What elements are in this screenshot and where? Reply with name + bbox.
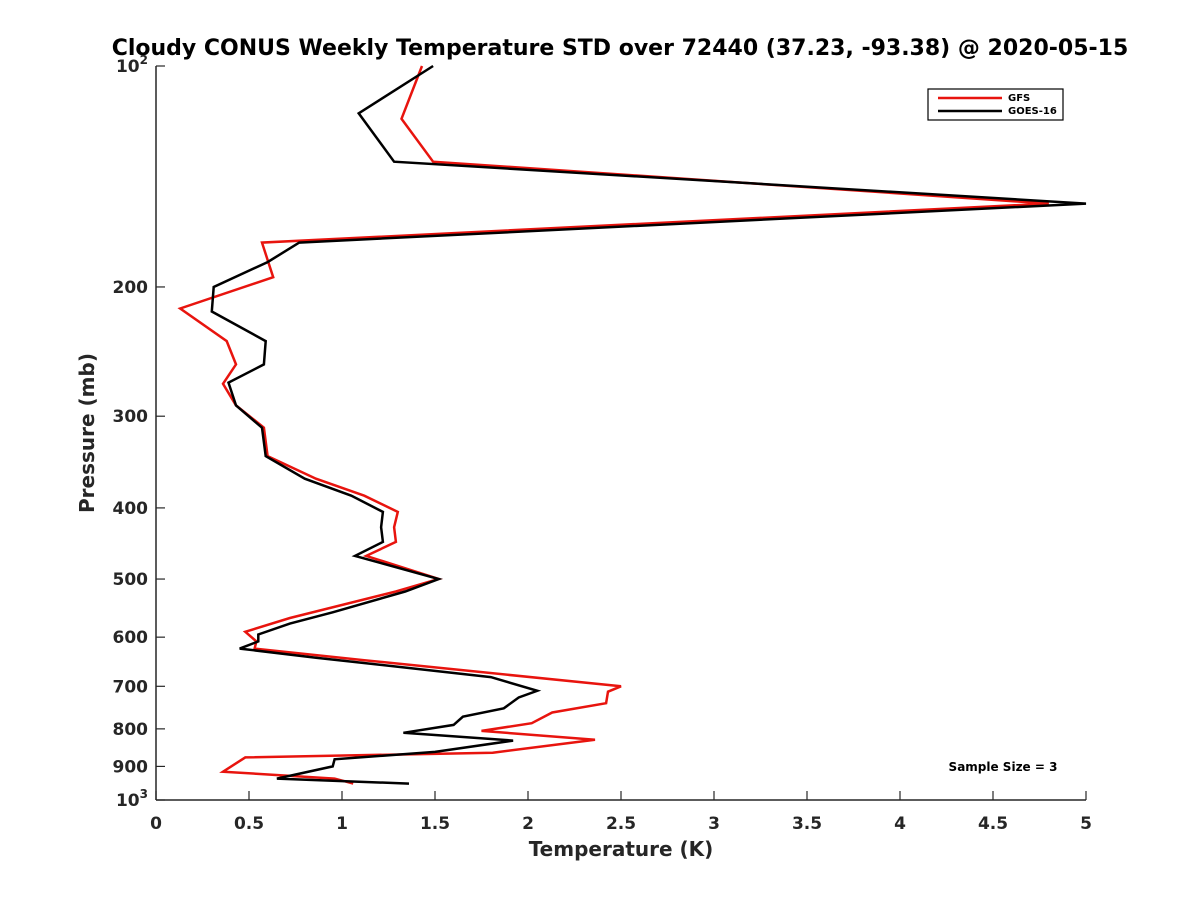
legend-label-gfs: GFS [1008, 93, 1030, 104]
y-tick-label: 800 [113, 720, 149, 740]
sample-size-annotation: Sample Size = 3 [949, 760, 1058, 774]
x-tick-label: 0.5 [234, 814, 264, 834]
y-tick-label: 200 [113, 278, 149, 298]
y-tick-label: 102 [116, 53, 148, 77]
x-tick-label: 2 [522, 814, 534, 834]
y-tick-label: 300 [113, 407, 149, 427]
x-tick-label: 0 [150, 814, 162, 834]
chart-title: Cloudy CONUS Weekly Temperature STD over… [112, 36, 1129, 61]
y-tick-label: 700 [113, 677, 149, 697]
plot-area: 0 0.5 1 1.5 2 2.5 3 3.5 4 4.5 5 102200300400500600… [113, 53, 1092, 834]
series-lines [177, 64, 1087, 785]
legend: GFS GOES-16 [927, 88, 1064, 121]
y-tick-exponent: 2 [140, 53, 148, 67]
x-tick-label: 3 [708, 814, 720, 834]
y-tick-label: 103 [116, 787, 148, 811]
x-tick-label: 1.5 [420, 814, 450, 834]
x-axis-label: Temperature (K) [529, 837, 714, 861]
y-tick-label: 500 [113, 570, 149, 590]
y-tick-base: 10 [116, 57, 140, 77]
y-tick-exponent: 3 [140, 787, 148, 801]
x-tick-label: 5 [1080, 814, 1092, 834]
x-tick-label: 4.5 [978, 814, 1008, 834]
x-tick-label: 2.5 [606, 814, 636, 834]
series-line-goes16 [210, 64, 1087, 785]
x-tick-label: 3.5 [792, 814, 822, 834]
legend-box [927, 88, 1064, 121]
y-tick-label: 400 [113, 499, 149, 519]
y-tick-base: 10 [116, 791, 140, 811]
y-tick-label: 600 [113, 628, 149, 648]
y-tick-label: 900 [113, 757, 149, 777]
x-axis-ticks: 0 0.5 1 1.5 2 2.5 3 3.5 4 4.5 5 [150, 791, 1092, 834]
x-tick-label: 1 [336, 814, 348, 834]
x-tick-label: 4 [894, 814, 906, 834]
series-line-gfs [177, 65, 1049, 785]
legend-label-goes16: GOES-16 [1008, 106, 1057, 117]
y-axis-label: Pressure (mb) [75, 353, 99, 513]
